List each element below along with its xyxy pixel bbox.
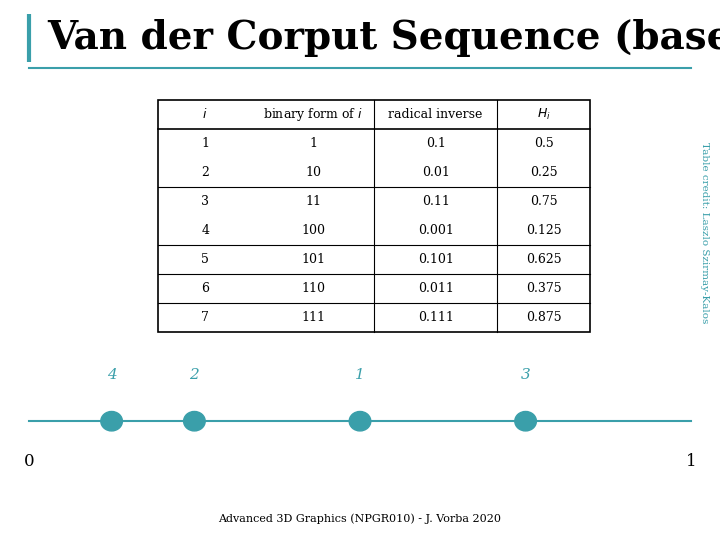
Text: 6: 6 — [201, 282, 210, 295]
Text: Van der Corput Sequence (base 2): Van der Corput Sequence (base 2) — [47, 19, 720, 57]
Text: 3: 3 — [201, 195, 210, 208]
Text: $H_i$: $H_i$ — [536, 107, 551, 122]
Text: 100: 100 — [301, 224, 325, 237]
Text: 110: 110 — [301, 282, 325, 295]
Ellipse shape — [349, 411, 371, 431]
Text: 0.11: 0.11 — [422, 195, 449, 208]
Text: 0.125: 0.125 — [526, 224, 562, 237]
Text: 0.101: 0.101 — [418, 253, 454, 266]
Text: 0.001: 0.001 — [418, 224, 454, 237]
Text: 0.875: 0.875 — [526, 311, 562, 324]
Text: radical inverse: radical inverse — [388, 108, 483, 121]
Text: $i$: $i$ — [202, 107, 208, 122]
Ellipse shape — [515, 411, 536, 431]
Text: 1: 1 — [201, 137, 210, 150]
Text: 7: 7 — [202, 311, 209, 324]
Ellipse shape — [101, 411, 122, 431]
Text: 1: 1 — [355, 368, 365, 382]
Text: 0.625: 0.625 — [526, 253, 562, 266]
Text: 5: 5 — [202, 253, 209, 266]
Text: 1: 1 — [686, 453, 696, 470]
Text: 0.75: 0.75 — [530, 195, 557, 208]
Text: Advanced 3D Graphics (NPGR010) - J. Vorba 2020: Advanced 3D Graphics (NPGR010) - J. Vorb… — [218, 513, 502, 524]
Text: 2: 2 — [202, 166, 209, 179]
Text: 4: 4 — [107, 368, 117, 382]
Text: 2: 2 — [189, 368, 199, 382]
Text: 1: 1 — [309, 137, 318, 150]
Text: 101: 101 — [301, 253, 325, 266]
Text: 0.1: 0.1 — [426, 137, 446, 150]
Text: 0.111: 0.111 — [418, 311, 454, 324]
Text: 0.01: 0.01 — [422, 166, 449, 179]
Text: 111: 111 — [301, 311, 325, 324]
Text: Table credit: Laszlo Szirmay-Kalos: Table credit: Laszlo Szirmay-Kalos — [700, 141, 708, 323]
Text: 10: 10 — [305, 166, 321, 179]
Bar — [158, 100, 590, 332]
Text: 0: 0 — [24, 453, 34, 470]
Text: 0.5: 0.5 — [534, 137, 554, 150]
Text: 0.25: 0.25 — [530, 166, 557, 179]
Text: 4: 4 — [201, 224, 210, 237]
Text: 0.375: 0.375 — [526, 282, 562, 295]
Text: 3: 3 — [521, 368, 531, 382]
Text: 0.011: 0.011 — [418, 282, 454, 295]
Ellipse shape — [184, 411, 205, 431]
Text: 11: 11 — [305, 195, 321, 208]
Text: binary form of $i$: binary form of $i$ — [264, 106, 363, 123]
